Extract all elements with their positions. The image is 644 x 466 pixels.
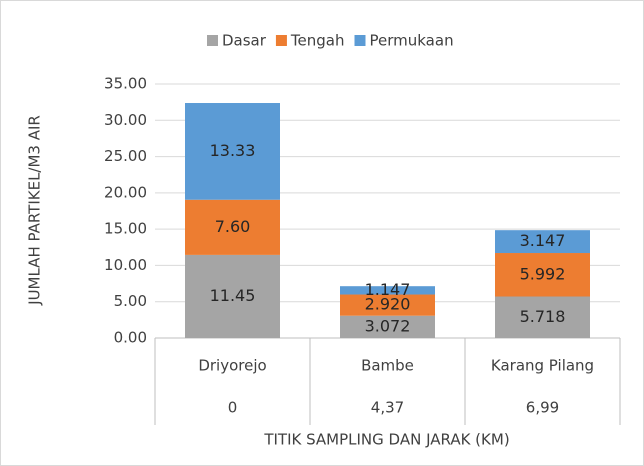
y-tick-label: 25.00: [104, 147, 147, 165]
y-tick-label: 5.00: [114, 292, 147, 310]
x-tick-label: Karang Pilang: [491, 357, 594, 375]
y-tick-label: 10.00: [104, 256, 147, 274]
data-label: 11.45: [210, 286, 256, 305]
y-tick-label: 20.00: [104, 183, 147, 201]
data-label: 13.33: [210, 141, 256, 160]
y-tick-label: 15.00: [104, 220, 147, 238]
x-tick-label: Bambe: [361, 357, 414, 375]
x-sub-label: 6,99: [526, 399, 559, 417]
legend-label: Tengah: [290, 32, 345, 50]
x-sub-label: 4,37: [371, 399, 404, 417]
x-axis-title: TITIK SAMPLING DAN JARAK (KM): [263, 431, 509, 449]
data-label: 5.718: [520, 307, 566, 326]
data-label: 2.920: [365, 295, 411, 314]
data-label: 5.992: [520, 264, 566, 283]
bar-segment: [185, 103, 280, 200]
y-axis-title: JUMLAH PARTIKEL/M3 AIR: [26, 115, 44, 306]
data-label: 3.072: [365, 316, 411, 335]
y-tick-label: 30.00: [104, 111, 147, 129]
data-label: 3.147: [520, 231, 566, 250]
data-label: 7.60: [215, 217, 251, 236]
bar-segment: [340, 286, 435, 295]
x-tick-label: Driyorejo: [198, 357, 266, 375]
legend-label: Permukaan: [370, 32, 454, 50]
legend-label: Dasar: [222, 32, 267, 50]
bar-segment: [185, 254, 280, 338]
x-sub-label: 0: [228, 399, 238, 417]
legend-swatch: [354, 35, 366, 46]
bar-segment: [495, 253, 590, 297]
legend-swatch: [275, 35, 287, 46]
y-tick-label: 0.00: [114, 329, 147, 347]
bar-segment: [340, 315, 435, 338]
legend-swatch: [207, 35, 218, 46]
y-tick-label: 35.00: [104, 75, 147, 93]
data-label: 1.147: [365, 280, 411, 299]
bar-segment: [495, 296, 590, 338]
bar-segment: [185, 199, 280, 255]
bar-segment: [495, 230, 590, 254]
bar-segment: [340, 294, 435, 316]
